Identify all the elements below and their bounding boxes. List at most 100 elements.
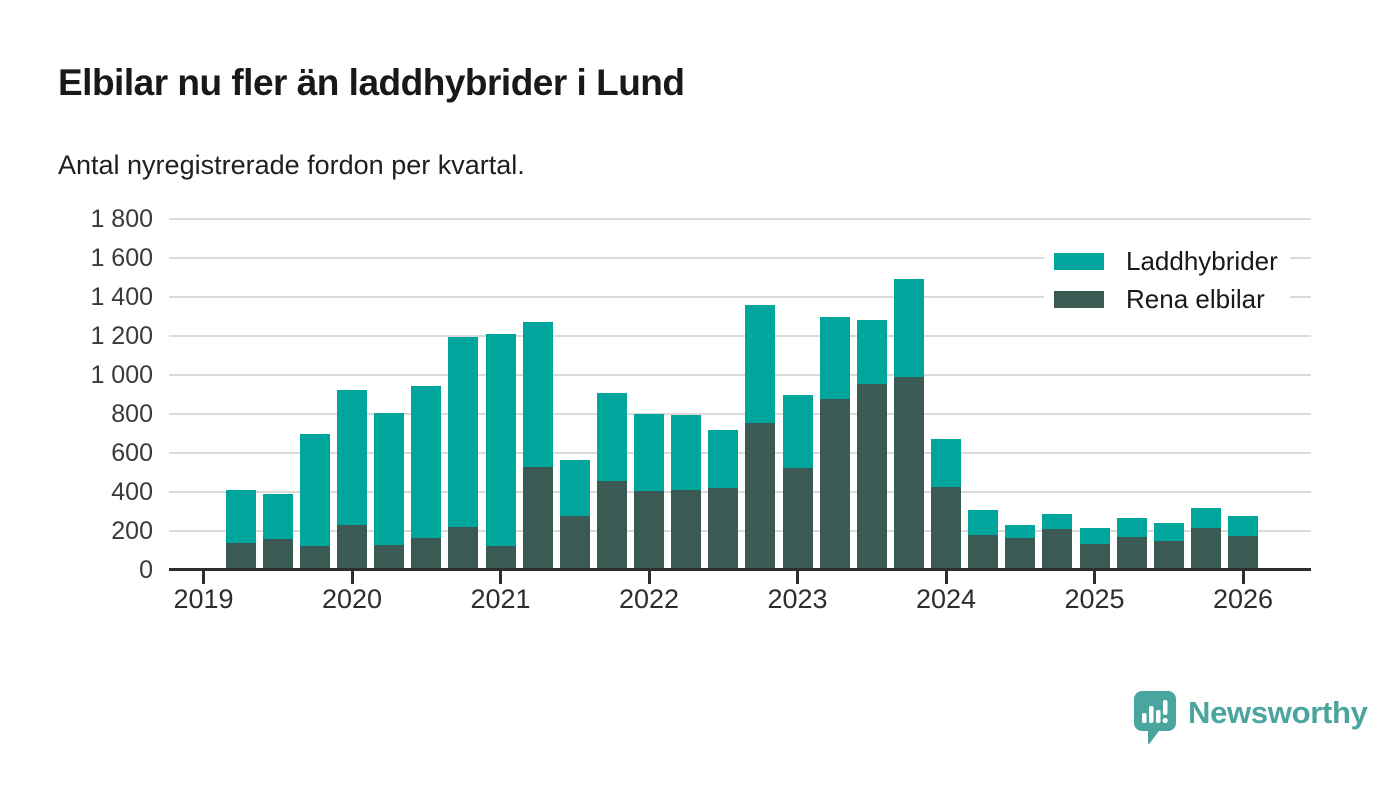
x-axis-tick-2025 [1093, 571, 1096, 584]
bar-2021-Q1 [485, 334, 516, 570]
bar-segment-rena-elbilar [1116, 536, 1147, 570]
x-axis-tick-label: 2026 [1212, 584, 1274, 614]
bar-segment-laddhybrider [374, 413, 405, 545]
bar-2024-Q4 [1042, 514, 1073, 570]
y-axis-tick-label: 200 [111, 517, 153, 545]
y-axis-tick-label: 1 200 [90, 322, 153, 350]
legend-label: Rena elbilar [1126, 283, 1265, 314]
y-axis-tick-label: 600 [111, 439, 153, 467]
bar-segment-rena-elbilar [1228, 535, 1258, 570]
bar-2022-Q4 [745, 304, 776, 570]
bar-segment-laddhybrider [485, 334, 516, 546]
bar-segment-rena-elbilar [559, 516, 590, 570]
x-axis-tick-label: 2023 [767, 584, 828, 614]
x-axis-tick-2021 [499, 571, 502, 584]
bar-2025-Q4 [1190, 507, 1221, 570]
bar-segment-rena-elbilar [1153, 540, 1184, 570]
bar-segment-rena-elbilar [299, 545, 330, 570]
bar-segment-rena-elbilar [1190, 528, 1221, 570]
legend: Laddhybrider Rena elbilar [1044, 236, 1290, 326]
gridline-1800 [169, 218, 1311, 220]
bar-2021-Q3 [559, 459, 590, 570]
bar-segment-laddhybrider [559, 459, 590, 517]
bar-segment-rena-elbilar [856, 383, 887, 570]
bar-segment-rena-elbilar [819, 399, 850, 570]
x-axis-tick-2020 [350, 571, 354, 584]
gridline-1400 [169, 296, 1311, 298]
bar-segment-laddhybrider [596, 392, 627, 482]
gridline-600 [169, 452, 1311, 454]
y-axis-tick-label: 1 600 [90, 244, 153, 272]
bar-2019-Q3 [262, 493, 293, 570]
bar-segment-laddhybrider [634, 414, 664, 492]
x-axis-tick-label: 2024 [915, 584, 977, 614]
bar-2024-Q2 [968, 509, 999, 570]
bar-2022-Q2 [671, 414, 702, 570]
gridline-1600 [169, 257, 1311, 259]
bar-segment-laddhybrider [1116, 518, 1147, 537]
bar-2020-Q1 [337, 389, 367, 570]
bar-segment-laddhybrider [782, 394, 813, 468]
bar-segment-rena-elbilar [1042, 529, 1073, 570]
bar-segment-rena-elbilar [745, 422, 776, 570]
bar-2023-Q3 [856, 320, 887, 570]
bar-segment-rena-elbilar [782, 467, 813, 570]
gridline-200 [169, 530, 1311, 532]
bar-segment-rena-elbilar [522, 466, 553, 570]
legend-swatch-laddhybrider [1054, 252, 1104, 270]
gridline-1200 [169, 335, 1311, 337]
bar-segment-laddhybrider [522, 322, 553, 467]
bar-2024-Q3 [1005, 525, 1036, 570]
bar-2023-Q2 [819, 317, 850, 570]
bar-2020-Q4 [448, 336, 479, 570]
bar-segment-laddhybrider [893, 279, 924, 377]
bar-segment-rena-elbilar [337, 525, 367, 570]
bar-segment-laddhybrider [448, 336, 479, 528]
speech-bubble-bar-chart-icon [1134, 691, 1176, 745]
bar-segment-rena-elbilar [634, 491, 664, 570]
bar-2022-Q3 [708, 429, 739, 570]
gridline-800 [169, 413, 1311, 415]
bar-segment-rena-elbilar [411, 537, 442, 570]
x-axis-tick-label: 2025 [1064, 584, 1125, 614]
bar-segment-rena-elbilar [262, 538, 293, 570]
bar-segment-rena-elbilar [931, 487, 961, 570]
gridline-400 [169, 491, 1311, 493]
bar-segment-rena-elbilar [485, 545, 516, 570]
bar-2021-Q4 [596, 392, 627, 570]
legend-label: Laddhybrider [1126, 245, 1278, 276]
bar-segment-rena-elbilar [448, 527, 479, 570]
bar-2026-Q1 [1228, 516, 1258, 570]
bar-2024-Q1 [931, 439, 961, 570]
x-axis-tick-2019 [202, 571, 205, 584]
bar-2023-Q4 [893, 279, 924, 570]
bar-2022-Q1 [634, 414, 664, 570]
bar-segment-laddhybrider [708, 429, 739, 489]
bar-segment-laddhybrider [337, 389, 367, 526]
bar-segment-laddhybrider [1190, 507, 1221, 529]
bar-segment-laddhybrider [931, 439, 961, 488]
bar-segment-laddhybrider [225, 490, 256, 543]
gridline-1000 [169, 374, 1311, 376]
bar-segment-rena-elbilar [225, 542, 256, 570]
bar-segment-laddhybrider [671, 414, 702, 491]
x-axis-tick-2026 [1241, 571, 1245, 584]
bar-segment-rena-elbilar [968, 534, 999, 570]
bar-segment-rena-elbilar [893, 376, 924, 570]
bar-segment-rena-elbilar [708, 488, 739, 570]
x-axis-tick-label: 2019 [173, 584, 234, 614]
x-axis-tick-label: 2022 [618, 584, 680, 614]
bar-segment-rena-elbilar [374, 544, 405, 570]
bar-2020-Q3 [411, 385, 442, 570]
x-axis-line [169, 568, 1311, 571]
bar-2019-Q4 [299, 433, 330, 570]
bar-2025-Q3 [1153, 523, 1184, 570]
y-axis-tick-label: 800 [111, 400, 153, 428]
bar-segment-laddhybrider [262, 493, 293, 539]
bar-segment-rena-elbilar [596, 481, 627, 570]
bar-segment-laddhybrider [1005, 525, 1036, 538]
bar-segment-laddhybrider [1042, 514, 1073, 530]
chart-subtitle: Antal nyregistrerade fordon per kvartal. [58, 150, 525, 180]
